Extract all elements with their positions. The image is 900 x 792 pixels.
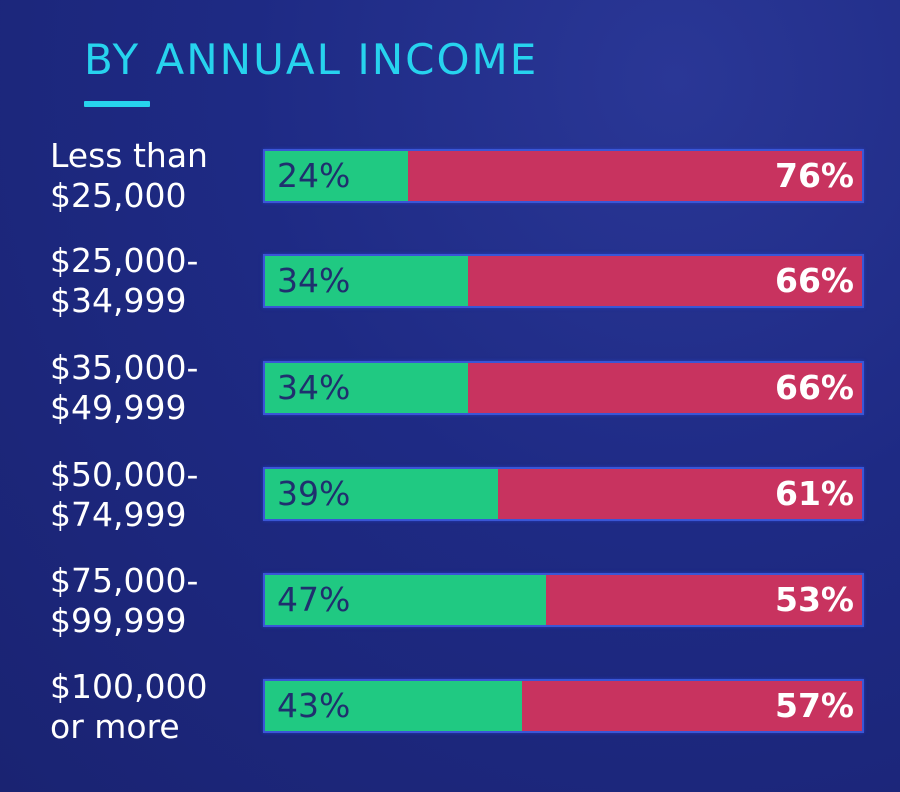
bar-row: 34% 66% xyxy=(263,361,864,415)
bar-segment-no: 66% xyxy=(467,363,862,413)
data-label: 76% xyxy=(774,156,854,195)
data-label: 43% xyxy=(277,686,351,725)
data-label: 24% xyxy=(277,156,351,195)
data-label: 66% xyxy=(774,261,854,300)
bar-row: 34% 66% xyxy=(263,254,864,308)
data-label: 39% xyxy=(277,474,351,513)
bar-row: 43% 57% xyxy=(263,679,864,733)
category-label: $35,000- $49,999 xyxy=(50,348,199,427)
bar-segment-yes: 47% xyxy=(265,575,546,625)
bar-row: 47% 53% xyxy=(263,573,864,627)
bar-segment-yes: 39% xyxy=(265,469,498,519)
data-label: 53% xyxy=(774,580,854,619)
data-label: 34% xyxy=(277,261,351,300)
category-label: $100,000 or more xyxy=(50,667,208,746)
bar-segment-yes: 34% xyxy=(265,256,468,306)
data-label: 66% xyxy=(774,368,854,407)
chart-title: BY ANNUAL INCOME xyxy=(84,35,539,84)
bar-segment-no: 53% xyxy=(545,575,862,625)
data-label: 61% xyxy=(774,474,854,513)
category-label: $25,000- $34,999 xyxy=(50,241,199,320)
bar-segment-yes: 34% xyxy=(265,363,468,413)
bar-row: 39% 61% xyxy=(263,467,864,521)
data-label: 57% xyxy=(774,686,854,725)
bar-segment-no: 61% xyxy=(497,469,862,519)
bar-segment-no: 66% xyxy=(467,256,862,306)
bar-segment-no: 57% xyxy=(521,681,862,731)
title-underline xyxy=(84,101,150,107)
bar-row: 24% 76% xyxy=(263,149,864,203)
data-label: 34% xyxy=(277,368,351,407)
bar-segment-yes: 24% xyxy=(265,151,409,201)
category-label: $50,000- $74,999 xyxy=(50,455,199,534)
category-label: Less than $25,000 xyxy=(50,136,208,215)
data-label: 47% xyxy=(277,580,351,619)
category-label: $75,000- $99,999 xyxy=(50,561,199,640)
bar-segment-yes: 43% xyxy=(265,681,522,731)
bar-segment-no: 76% xyxy=(408,151,862,201)
